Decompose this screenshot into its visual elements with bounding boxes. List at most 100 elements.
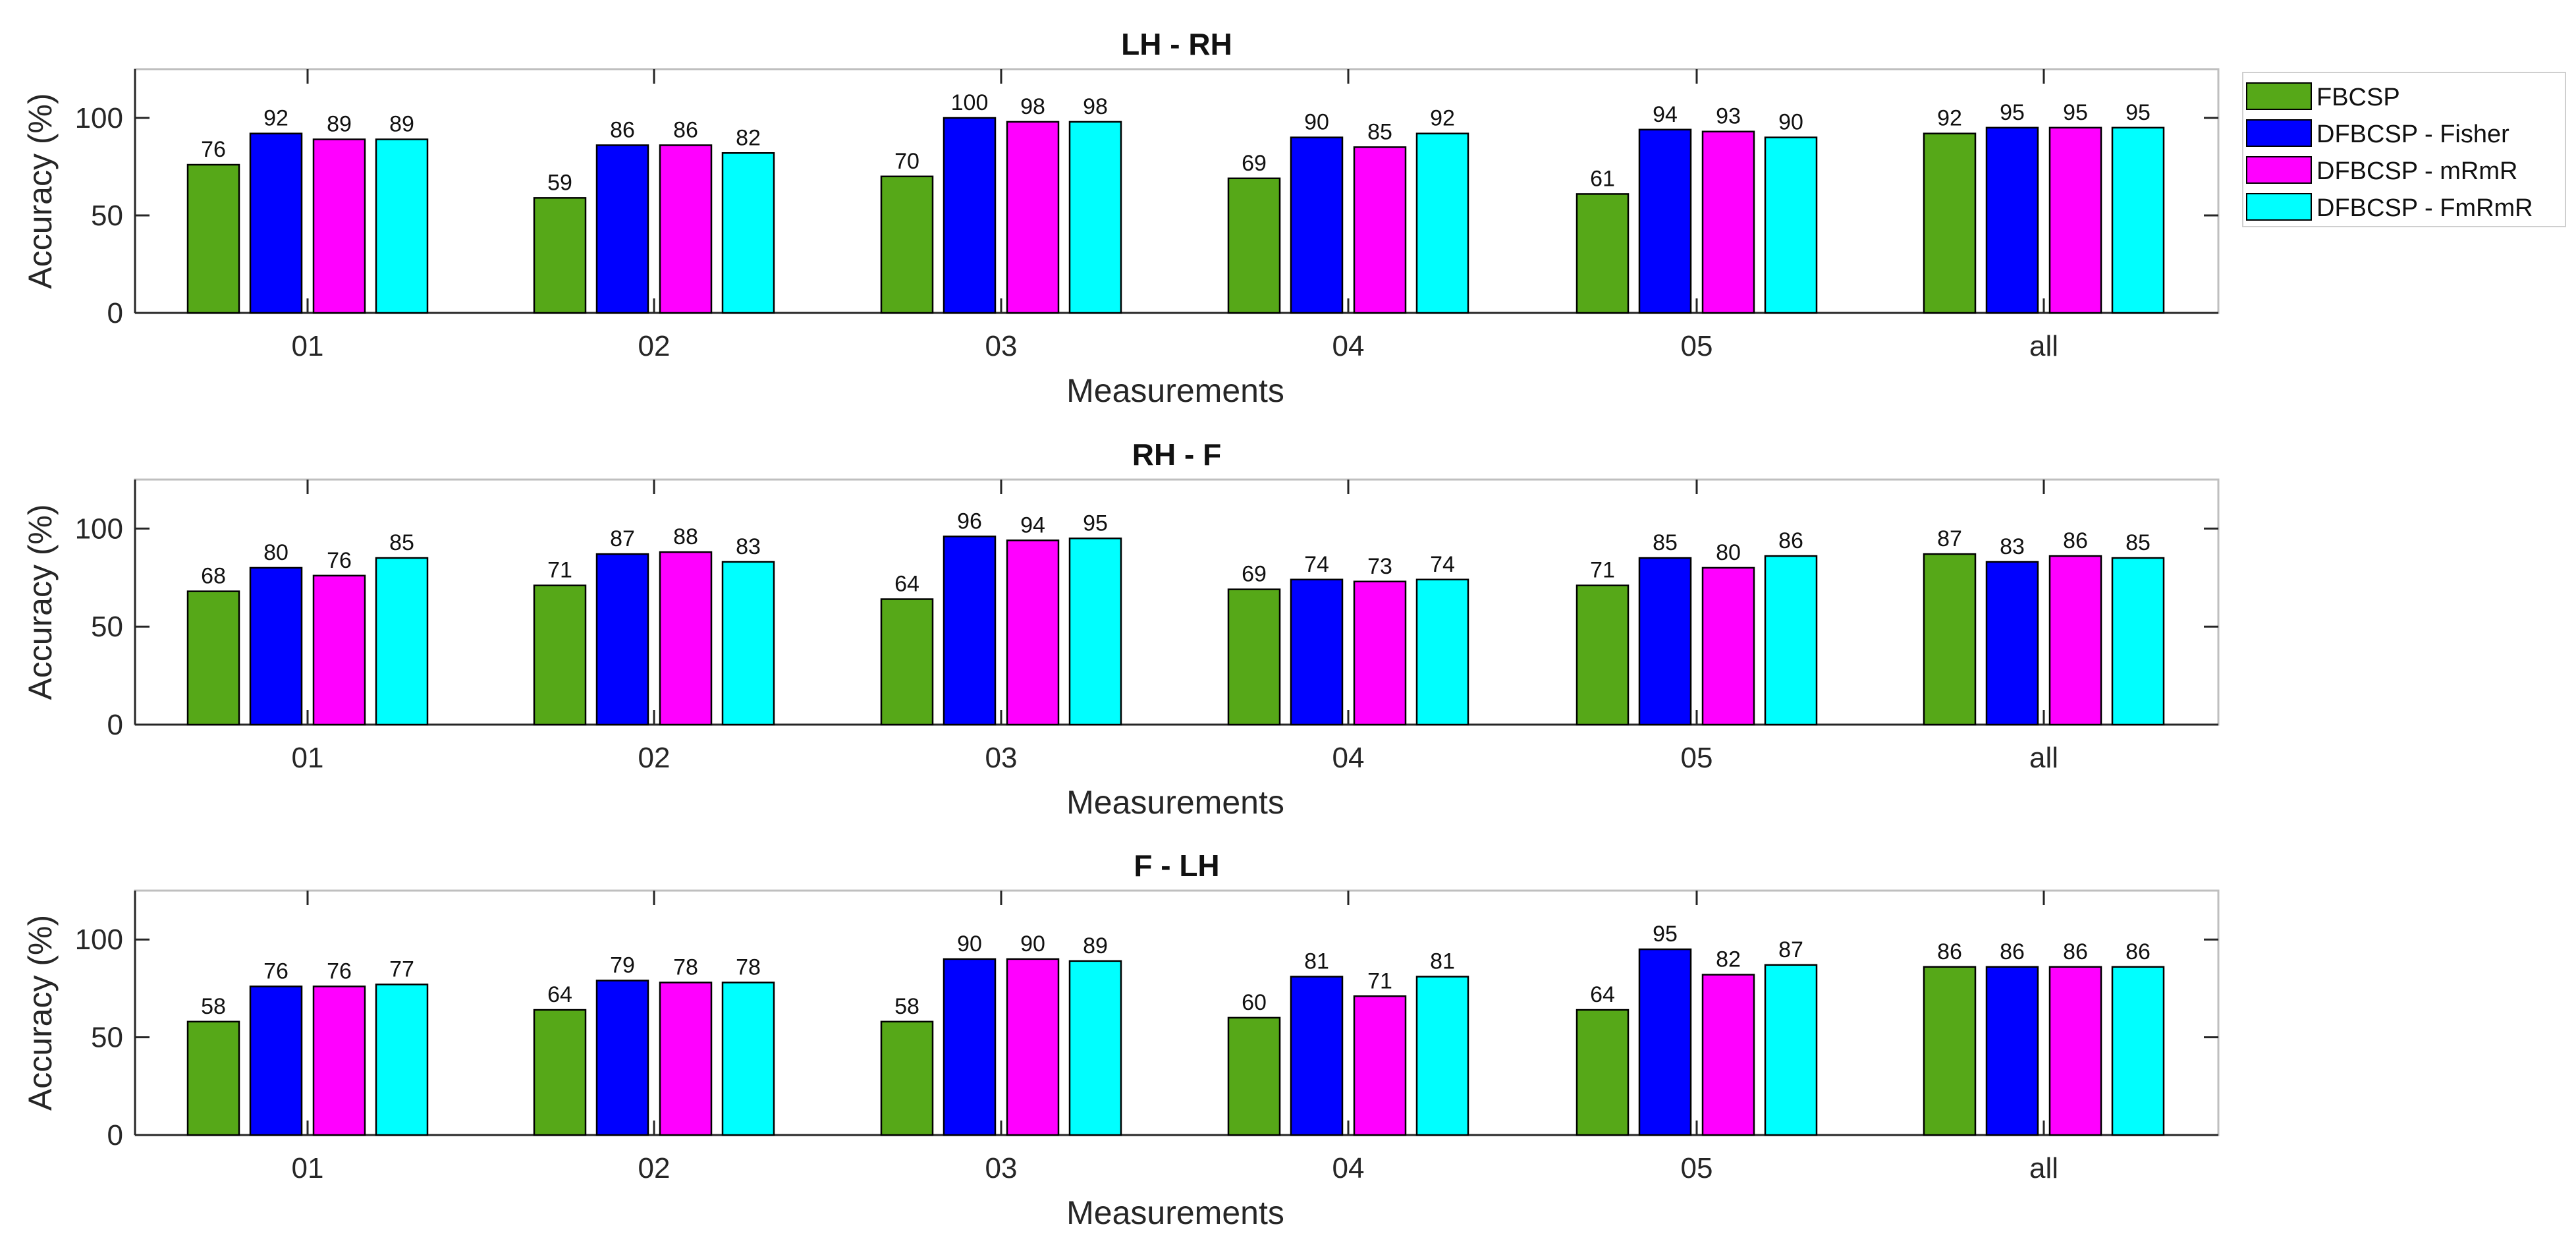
bar	[659, 144, 713, 314]
data-label: 78	[673, 955, 698, 980]
bar	[2111, 557, 2165, 726]
data-label: 80	[1716, 540, 1741, 565]
y-tick-label: 50	[91, 1022, 123, 1054]
data-label: 61	[1590, 166, 1615, 191]
legend-swatch	[2246, 193, 2312, 221]
data-label: 64	[547, 982, 572, 1007]
bar	[1764, 964, 1818, 1136]
bar	[1923, 132, 1977, 314]
y-tick-label: 100	[75, 924, 123, 956]
data-label: 82	[736, 125, 761, 150]
bar	[1353, 580, 1407, 726]
bar	[595, 553, 649, 726]
data-label: 95	[1083, 511, 1108, 536]
data-label: 90	[1778, 110, 1803, 135]
data-label: 94	[1020, 513, 1045, 538]
data-label: 86	[1778, 528, 1803, 553]
bar	[1764, 555, 1818, 726]
data-label: 74	[1304, 552, 1329, 577]
data-label: 77	[389, 956, 414, 982]
y-tick-label: 0	[107, 1119, 123, 1151]
data-label: 90	[1020, 931, 1045, 956]
data-label: 74	[1430, 552, 1455, 577]
data-label: 88	[673, 524, 698, 549]
data-label: 58	[201, 994, 226, 1019]
data-label: 87	[1778, 937, 1803, 962]
data-label: 89	[1083, 933, 1108, 958]
y-axis-label: Accuracy (%)	[22, 504, 59, 700]
data-label: 92	[263, 106, 288, 131]
data-label: 96	[957, 509, 982, 534]
bar	[880, 598, 934, 726]
bar	[312, 574, 366, 726]
data-label: 81	[1430, 949, 1455, 974]
bar	[659, 982, 713, 1136]
bar	[1353, 995, 1407, 1136]
data-label: 71	[547, 558, 572, 583]
data-label: 59	[547, 170, 572, 195]
x-tick-label: 03	[985, 742, 1018, 774]
bar	[659, 551, 713, 726]
bar	[249, 567, 303, 726]
axes-box	[134, 68, 2220, 314]
data-label: 73	[1367, 554, 1392, 579]
subplot-title: LH - RH	[1121, 27, 1232, 61]
bar	[1701, 567, 1755, 726]
bar	[1290, 976, 1344, 1136]
data-label: 76	[327, 548, 352, 573]
x-tick-label: 05	[1681, 330, 1713, 362]
x-tick-label: 01	[292, 330, 324, 362]
data-label: 92	[1430, 106, 1455, 131]
x-axis-label: Measurements	[1066, 372, 1284, 409]
data-label: 95	[1653, 922, 1678, 947]
data-label: 95	[2063, 100, 2088, 125]
x-tick-label: 04	[1332, 330, 1365, 362]
data-label: 98	[1083, 94, 1108, 119]
x-tick-label: 01	[292, 1152, 324, 1184]
bar	[1006, 121, 1060, 314]
bar	[1068, 121, 1122, 314]
y-tick-label: 0	[107, 709, 123, 741]
bar	[1923, 553, 1977, 726]
data-label: 71	[1367, 968, 1392, 993]
data-label: 76	[263, 958, 288, 984]
data-label: 85	[2125, 530, 2151, 555]
data-label: 90	[957, 931, 982, 956]
data-label: 78	[736, 955, 761, 980]
bar	[1923, 966, 1977, 1136]
data-label: 64	[1590, 982, 1615, 1007]
bar	[312, 138, 366, 314]
bar	[533, 197, 587, 314]
x-tick-label: all	[2029, 330, 2058, 362]
data-label: 86	[673, 117, 698, 142]
legend-swatch	[2246, 119, 2312, 147]
data-label: 86	[2063, 528, 2088, 553]
data-label: 76	[201, 137, 226, 162]
axes-box	[134, 889, 2220, 1136]
x-tick-label: 05	[1681, 742, 1713, 774]
bar	[312, 985, 366, 1136]
bar	[249, 985, 303, 1136]
x-axis-label: Measurements	[1066, 1194, 1284, 1231]
x-tick-label: 04	[1332, 742, 1365, 774]
bar	[721, 152, 775, 314]
bar	[375, 557, 429, 726]
data-label: 58	[894, 994, 919, 1019]
bar	[595, 980, 649, 1136]
bar	[880, 175, 934, 314]
bar	[2048, 966, 2102, 1136]
bar	[1638, 557, 1692, 726]
y-tick-label: 0	[107, 297, 123, 329]
y-tick-label: 100	[75, 102, 123, 134]
bar	[2048, 126, 2102, 314]
bar	[1290, 578, 1344, 726]
x-tick-label: all	[2029, 742, 2058, 774]
data-label: 79	[610, 953, 635, 978]
bar	[1985, 126, 2039, 314]
bar	[375, 138, 429, 314]
data-label: 76	[327, 958, 352, 984]
bar	[1227, 177, 1281, 314]
bar	[1068, 538, 1122, 726]
